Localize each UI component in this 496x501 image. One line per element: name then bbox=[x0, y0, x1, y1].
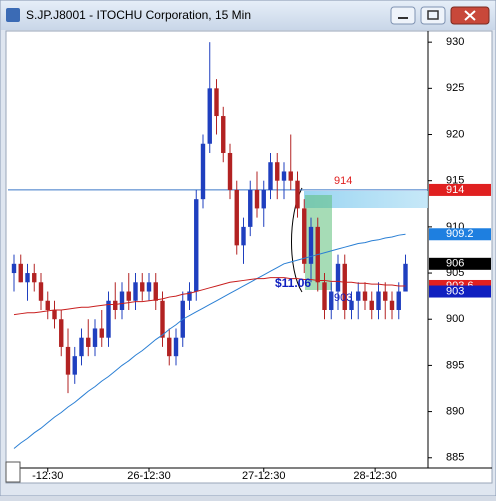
y-tick-label: 920 bbox=[446, 128, 464, 140]
x-tick-label: 28-12:30 bbox=[353, 470, 396, 482]
candle-body bbox=[187, 291, 192, 301]
candle-body bbox=[268, 162, 273, 190]
y-tick-label: 900 bbox=[446, 313, 464, 325]
x-tick-label: -12:30 bbox=[32, 470, 63, 482]
price-marker-label: 909.2 bbox=[446, 228, 474, 240]
candle-body bbox=[72, 356, 77, 375]
candle-body bbox=[160, 300, 165, 338]
candle-body bbox=[79, 337, 84, 357]
y-tick-label: 885 bbox=[446, 452, 464, 464]
candle-body bbox=[288, 171, 293, 181]
candle-body bbox=[389, 300, 395, 310]
y-tick-label: 905 bbox=[446, 267, 464, 279]
candle-body bbox=[146, 282, 152, 292]
chart-area bbox=[5, 30, 493, 484]
x-tick-label: 27-12:30 bbox=[242, 470, 285, 482]
maximize-icon bbox=[427, 10, 439, 20]
candle-body bbox=[106, 300, 111, 338]
candle-body bbox=[52, 309, 57, 320]
candle-body bbox=[133, 282, 138, 301]
candle-body bbox=[308, 226, 314, 264]
highlight-zone bbox=[304, 191, 428, 208]
candle-body bbox=[241, 226, 246, 246]
candle-body bbox=[207, 88, 212, 144]
candle-body bbox=[383, 291, 388, 301]
candle-body bbox=[403, 263, 408, 292]
candle-body bbox=[335, 263, 341, 292]
candle-body bbox=[356, 291, 361, 301]
candle-body bbox=[25, 273, 30, 283]
candle-body bbox=[119, 291, 125, 310]
price-marker-label: 914 bbox=[446, 184, 464, 196]
window-title: S.JP.J8001 - ITOCHU Corporation, 15 Min bbox=[26, 8, 251, 22]
candle-body bbox=[362, 291, 368, 301]
candle-body bbox=[194, 199, 199, 292]
candle-body bbox=[234, 189, 239, 246]
x-tick-label: 26-12:30 bbox=[127, 470, 170, 482]
candle-body bbox=[329, 291, 334, 310]
candle-body bbox=[248, 189, 253, 227]
y-tick-label: 925 bbox=[446, 82, 464, 94]
moving-average bbox=[13, 277, 406, 316]
candle-body bbox=[200, 143, 206, 200]
candle-body bbox=[369, 300, 374, 310]
maximize-button[interactable] bbox=[420, 6, 446, 25]
close-icon bbox=[464, 10, 476, 21]
candle-body bbox=[38, 282, 44, 301]
candle-body bbox=[281, 171, 287, 181]
annotation: 903 bbox=[334, 292, 352, 304]
candle-body bbox=[140, 282, 145, 292]
app-icon bbox=[6, 8, 20, 22]
annotation: $11.06 bbox=[275, 276, 311, 290]
price-marker-label: 903 bbox=[446, 285, 464, 297]
candle-body bbox=[295, 180, 300, 209]
price-marker-label: 906 bbox=[446, 258, 464, 270]
candle-body bbox=[322, 282, 327, 310]
candle-body bbox=[113, 300, 118, 310]
candle-body bbox=[396, 291, 401, 310]
candle-body bbox=[173, 337, 179, 357]
price-marker bbox=[429, 228, 491, 241]
scroll-handle[interactable] bbox=[5, 461, 21, 483]
candle-body bbox=[376, 291, 381, 310]
candle-body bbox=[214, 88, 219, 117]
price-marker bbox=[429, 183, 491, 196]
minimize-button[interactable] bbox=[390, 6, 416, 25]
candle-body bbox=[32, 273, 37, 283]
candle-body bbox=[221, 116, 226, 153]
price-marker bbox=[429, 257, 491, 270]
minimize-icon bbox=[398, 17, 408, 19]
candle-body bbox=[302, 208, 307, 264]
candle-body bbox=[167, 337, 172, 357]
price-marker bbox=[429, 285, 491, 298]
candle-body bbox=[11, 263, 17, 274]
candle-body bbox=[99, 328, 104, 338]
y-tick-label: 915 bbox=[446, 175, 464, 187]
candle-body bbox=[275, 162, 280, 181]
moving-average bbox=[13, 233, 406, 449]
candle-body bbox=[65, 346, 71, 375]
candle-body bbox=[45, 300, 50, 310]
candle-body bbox=[153, 282, 158, 301]
annotation: 914 bbox=[334, 175, 352, 187]
candle-body bbox=[349, 300, 354, 310]
candle-body bbox=[59, 319, 64, 347]
candle-body bbox=[18, 263, 23, 283]
candle-body bbox=[126, 291, 131, 301]
y-tick-label: 895 bbox=[446, 359, 464, 371]
candle-body bbox=[342, 263, 347, 310]
candle-body bbox=[254, 189, 260, 209]
candle-body bbox=[261, 189, 266, 209]
candle-body bbox=[227, 152, 233, 190]
y-tick-label: 930 bbox=[446, 36, 464, 48]
candle-body bbox=[92, 328, 98, 347]
candle-body bbox=[86, 337, 91, 347]
y-tick-label: 890 bbox=[446, 405, 464, 417]
